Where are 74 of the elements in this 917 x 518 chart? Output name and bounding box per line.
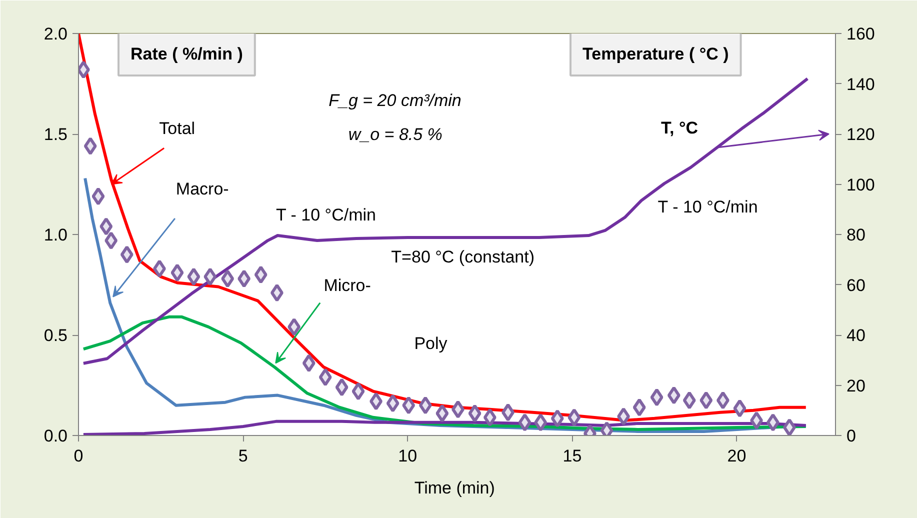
point [617,407,630,426]
point [187,268,200,286]
x-axis-title: Time (min) [414,478,495,498]
point [84,137,97,156]
point [318,368,332,386]
point [352,382,365,400]
point [766,413,780,432]
point [335,378,348,396]
point [468,404,482,422]
point [204,268,217,286]
point [534,413,548,432]
x-tick-label: 15 [562,446,582,466]
y2-tick-label: 60 [846,276,866,295]
point [436,404,449,422]
point [733,399,746,418]
y-tick-label: 0.0 [44,426,68,446]
y2-tick-label: 20 [846,376,866,396]
annotation: T - 10 °C/min [276,205,376,224]
annotation: Poly [414,334,448,354]
point [418,396,432,414]
point [104,232,118,250]
point [700,391,713,410]
y-tick-label: 1.5 [44,125,68,144]
point [518,413,532,432]
y-tick-label: 0.5 [44,326,68,345]
point [483,408,496,426]
y2-tick-label: 40 [846,326,866,345]
point [288,318,301,336]
point [170,264,184,282]
x-tick-label: 10 [398,446,418,466]
y2-tick-label: 120 [846,125,875,144]
point [568,408,581,426]
point [716,391,730,410]
point [550,409,564,428]
point [386,394,400,412]
point [92,187,105,206]
point [782,418,796,436]
point [650,388,664,406]
point [302,354,316,372]
y2-tick-label: 160 [846,24,875,44]
annotation: T=80 °C (constant) [391,248,535,267]
point [221,270,234,288]
y-tick-label: 1.0 [44,226,68,244]
point [451,400,464,418]
annotation: T, °C [661,118,698,138]
y2-tick-label: 0 [846,426,856,446]
y2-tick-label: 100 [846,175,875,194]
x-tick-label: 5 [238,446,248,466]
point [402,396,416,414]
point [100,217,113,236]
x-tick-label: 0 [74,446,84,466]
annotation: Micro- [324,276,371,295]
x-tick-label: 20 [727,446,746,466]
annotation: F_g = 20 cm³/min [328,90,462,110]
annotation: T - 10 °C/min [658,197,758,216]
annotation: w_o = 8.5 % [348,125,442,144]
y2-axis-title: Temperature ( °C ) [582,44,729,64]
y-axis-title: Rate ( %/min ) [130,44,243,64]
point [238,270,251,288]
annotation: Macro- [176,179,229,198]
point [750,411,764,430]
y-tick-label: 2.0 [44,24,68,44]
point [682,391,696,410]
y2-tick-label: 140 [846,74,875,94]
y2-tick-label: 80 [846,226,866,244]
point [254,266,268,284]
point [632,398,646,416]
point [270,284,284,302]
point [502,403,515,422]
annotation: Total [159,119,196,138]
point [152,260,166,278]
point [120,246,134,264]
point [370,392,383,410]
point [667,386,680,404]
